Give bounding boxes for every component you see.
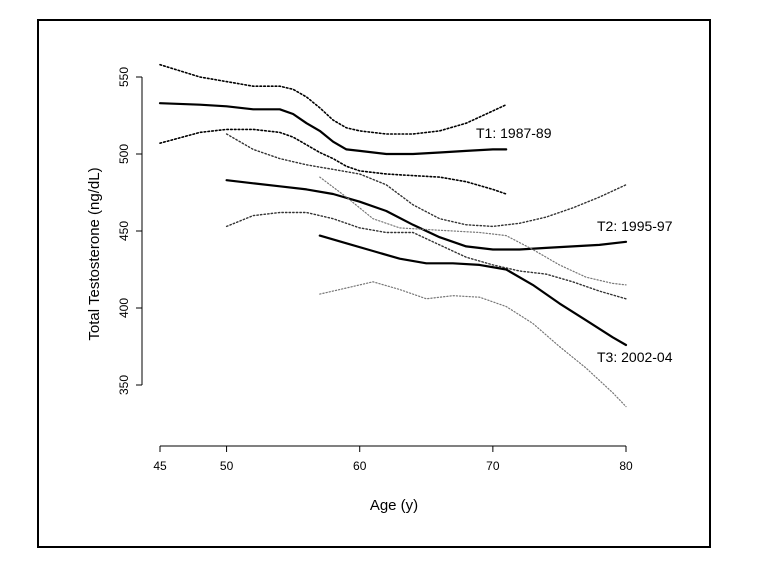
x-tick-label: 80 [619, 459, 633, 473]
x-axis: 45 50 60 70 80 [153, 445, 633, 473]
series-3-upper-ci [319, 176, 627, 286]
y-tick-label: 400 [117, 298, 131, 318]
series-2-upper-ci [225, 133, 627, 228]
series-2: T2: 1995-97 [225, 133, 673, 300]
series-3-line [318, 234, 628, 347]
series-1-line [158, 102, 508, 156]
y-tick-label: 500 [117, 144, 131, 164]
y-tick-label: 350 [117, 375, 131, 395]
x-axis-title: Age (y) [370, 497, 418, 514]
x-tick-label: 70 [486, 459, 500, 473]
series-3-lower-ci [319, 281, 627, 408]
figure-frame [37, 19, 711, 548]
series-2-lower-ci [225, 211, 627, 300]
y-axis-title: Total Testosterone (ng/dL) [86, 167, 103, 340]
series-3: T3: 2002-04 [318, 176, 673, 408]
y-tick-label: 450 [117, 221, 131, 241]
y-axis: 350 400 450 500 550 [117, 67, 143, 395]
series-3-label: T3: 2002-04 [597, 349, 673, 365]
series-2-line [225, 179, 628, 251]
x-tick-label: 60 [353, 459, 367, 473]
series-1-lower-ci [159, 128, 507, 195]
x-tick-label: 50 [220, 459, 234, 473]
series-2-label: T2: 1995-97 [597, 218, 673, 234]
series-1-label: T1: 1987-89 [476, 125, 552, 141]
series-layer: T1: 1987-89 T2: 1995-97 T3: 2002-04 [158, 63, 673, 408]
series-1: T1: 1987-89 [158, 63, 552, 195]
x-tick-label: 45 [153, 459, 167, 473]
y-tick-label: 550 [117, 67, 131, 87]
series-1-upper-ci [159, 63, 507, 135]
